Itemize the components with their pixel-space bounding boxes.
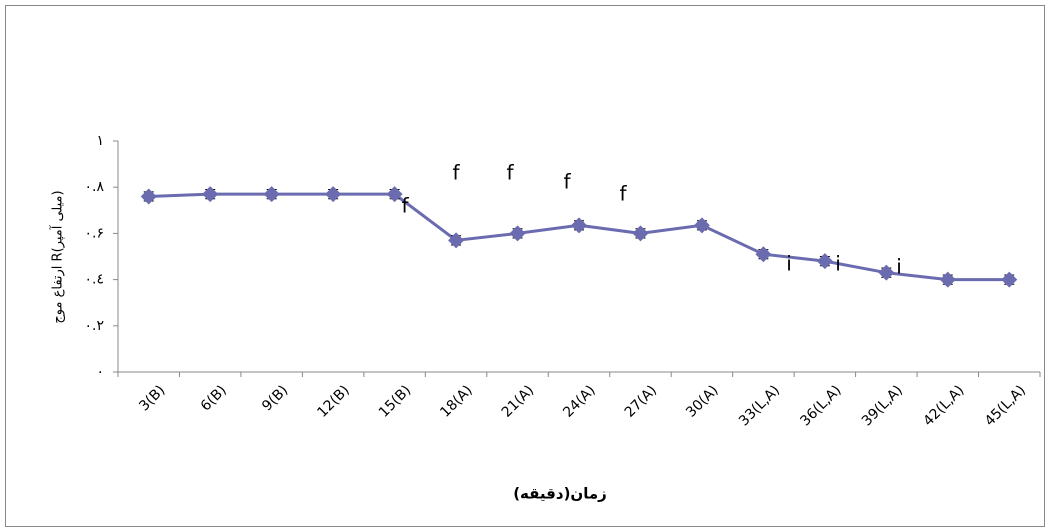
- x-axis-label: زمان(دقیقه): [513, 485, 607, 503]
- annotation: f: [506, 161, 514, 185]
- marker: [509, 225, 526, 242]
- marker: [386, 186, 403, 203]
- marker: [202, 186, 219, 203]
- marker: [693, 217, 710, 234]
- y-tick-label: ۰.۲: [85, 318, 105, 334]
- annotation: i: [786, 252, 792, 276]
- y-tick-label: ۰.۸: [85, 179, 105, 195]
- annotation: f: [563, 170, 571, 194]
- marker: [325, 186, 342, 203]
- y-tick-label: ۰.۶: [85, 225, 105, 241]
- marker: [1001, 271, 1018, 288]
- y-tick-label: ۱: [96, 133, 104, 149]
- annotation: f: [619, 182, 627, 206]
- annotation: f: [401, 194, 409, 218]
- y-tick-label: ۰.٤: [84, 272, 104, 288]
- marker: [755, 246, 772, 263]
- annotation: i: [896, 255, 902, 279]
- marker: [571, 217, 587, 234]
- annotation: f: [452, 161, 460, 185]
- chart-border: [5, 5, 1045, 527]
- marker: [263, 186, 280, 203]
- y-tick-label: ۰: [96, 364, 104, 380]
- marker: [632, 225, 649, 242]
- marker: [939, 271, 956, 288]
- y-axis-label: ارتفاع موج R(میلی آمپر): [49, 190, 66, 323]
- marker: [140, 188, 157, 205]
- marker: [878, 264, 895, 281]
- marker: [816, 253, 833, 270]
- marker: [448, 232, 465, 249]
- annotation: i: [835, 252, 841, 276]
